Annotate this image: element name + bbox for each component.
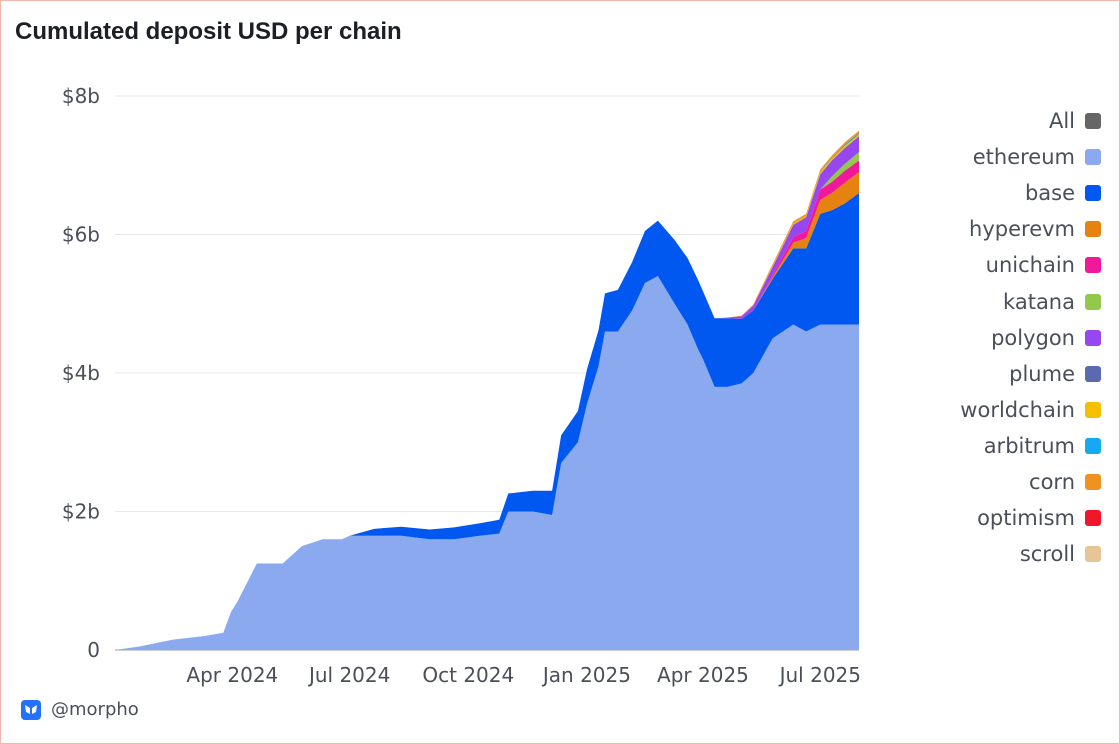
footer: @morpho — [21, 699, 139, 720]
legend-label: corn — [1029, 469, 1075, 494]
legend-label: All — [1048, 109, 1075, 134]
legend-item-corn[interactable]: corn — [960, 464, 1101, 500]
legend-swatch — [1085, 365, 1101, 382]
legend: All ethereum base hyperevm unichain katana pol… — [960, 103, 1101, 572]
x-tick-label: Jul 2024 — [307, 663, 390, 687]
legend-item-arbitrum[interactable]: arbitrum — [960, 428, 1101, 464]
legend-swatch — [1085, 149, 1101, 166]
y-axis-ticks: 0 $2b $4b $6b $8b — [62, 84, 100, 662]
y-tick-label: $8b — [62, 84, 100, 108]
legend-label: polygon — [991, 325, 1075, 350]
legend-item-polygon[interactable]: polygon — [960, 320, 1101, 356]
legend-swatch — [1085, 113, 1101, 130]
legend-item-hyperevm[interactable]: hyperevm — [960, 211, 1101, 247]
legend-swatch — [1085, 473, 1101, 490]
x-tick-label: Jan 2025 — [541, 663, 631, 687]
legend-label: base — [1024, 181, 1075, 206]
legend-swatch — [1085, 510, 1101, 527]
legend-item-scroll[interactable]: scroll — [960, 536, 1101, 572]
legend-item-optimism[interactable]: optimism — [960, 500, 1101, 536]
legend-item-unichain[interactable]: unichain — [960, 247, 1101, 283]
y-tick-label: $4b — [62, 361, 100, 385]
legend-item-worldchain[interactable]: worldchain — [960, 392, 1101, 428]
legend-label: scroll — [1019, 542, 1075, 567]
footer-handle: @morpho — [51, 699, 139, 720]
x-tick-label: Jul 2025 — [778, 663, 861, 687]
legend-swatch — [1085, 437, 1101, 454]
legend-label: ethereum — [972, 145, 1075, 170]
legend-item-all[interactable]: All — [960, 103, 1101, 139]
legend-swatch — [1085, 293, 1101, 310]
legend-label: arbitrum — [983, 433, 1075, 458]
legend-label: katana — [1003, 289, 1075, 314]
legend-item-ethereum[interactable]: ethereum — [960, 139, 1101, 175]
x-tick-label: Apr 2025 — [657, 663, 749, 687]
morpho-butterfly-icon — [21, 699, 41, 720]
chart-title: Cumulated deposit USD per chain — [15, 18, 402, 45]
x-tick-label: Apr 2024 — [186, 663, 278, 687]
area-ethereum — [115, 276, 859, 650]
legend-label: unichain — [985, 253, 1075, 278]
x-axis-ticks: Apr 2024 Jul 2024 Oct 2024 Jan 2025 Apr 2025… — [186, 663, 861, 687]
legend-label: worldchain — [960, 397, 1075, 422]
x-tick-label: Oct 2024 — [422, 663, 514, 687]
legend-label: optimism — [977, 506, 1075, 531]
legend-swatch — [1085, 257, 1101, 274]
legend-item-katana[interactable]: katana — [960, 283, 1101, 319]
legend-swatch — [1085, 221, 1101, 238]
legend-swatch — [1085, 546, 1101, 563]
y-tick-label: $2b — [62, 500, 100, 524]
legend-label: hyperevm — [969, 217, 1075, 242]
legend-swatch — [1085, 401, 1101, 418]
legend-swatch — [1085, 329, 1101, 346]
y-tick-label: 0 — [87, 638, 100, 662]
legend-swatch — [1085, 185, 1101, 202]
y-tick-label: $6b — [62, 223, 100, 247]
legend-label: plume — [1009, 361, 1075, 386]
legend-item-plume[interactable]: plume — [960, 356, 1101, 392]
series-areas — [115, 130, 859, 651]
legend-item-base[interactable]: base — [960, 175, 1101, 211]
